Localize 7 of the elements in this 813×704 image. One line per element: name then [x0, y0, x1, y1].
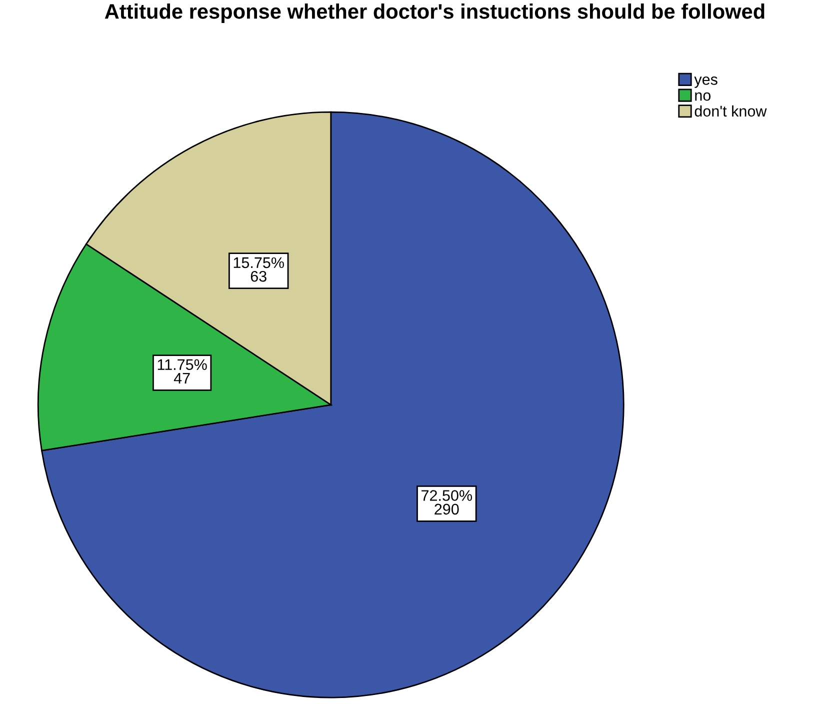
chart-title: Attitude response whether doctor's instuctions should be followed — [104, 4, 764, 23]
data-label: 15.75% 63 — [234, 257, 284, 282]
data-label: 11.75% 47 — [158, 359, 207, 384]
legend-label: don't know — [694, 105, 767, 117]
legend-label: yes — [694, 76, 718, 88]
data-label: 72.50% 290 — [422, 490, 472, 515]
legend-label: no — [695, 92, 711, 101]
